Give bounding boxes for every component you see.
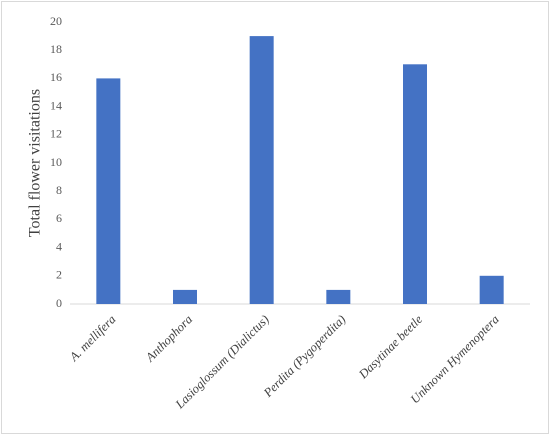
bar bbox=[479, 275, 504, 304]
y-tick-label: 18 bbox=[50, 42, 62, 56]
y-axis-label: Total flower visitations bbox=[27, 89, 44, 237]
bar bbox=[403, 64, 427, 304]
y-tick-label: 0 bbox=[56, 296, 62, 310]
y-tick-label: 6 bbox=[56, 211, 62, 225]
y-tick-label: 8 bbox=[56, 183, 62, 197]
y-tick-label: 14 bbox=[50, 98, 62, 112]
bar bbox=[173, 289, 197, 304]
y-tick-label: 4 bbox=[56, 239, 62, 253]
bar bbox=[326, 289, 351, 304]
bar bbox=[96, 78, 121, 305]
y-tick-label: 2 bbox=[56, 268, 62, 282]
y-tick-label: 16 bbox=[50, 70, 62, 84]
y-tick-label: 20 bbox=[50, 14, 62, 28]
bar bbox=[249, 36, 274, 304]
y-tick-label: 12 bbox=[50, 127, 62, 141]
y-tick-label: 10 bbox=[50, 155, 62, 169]
